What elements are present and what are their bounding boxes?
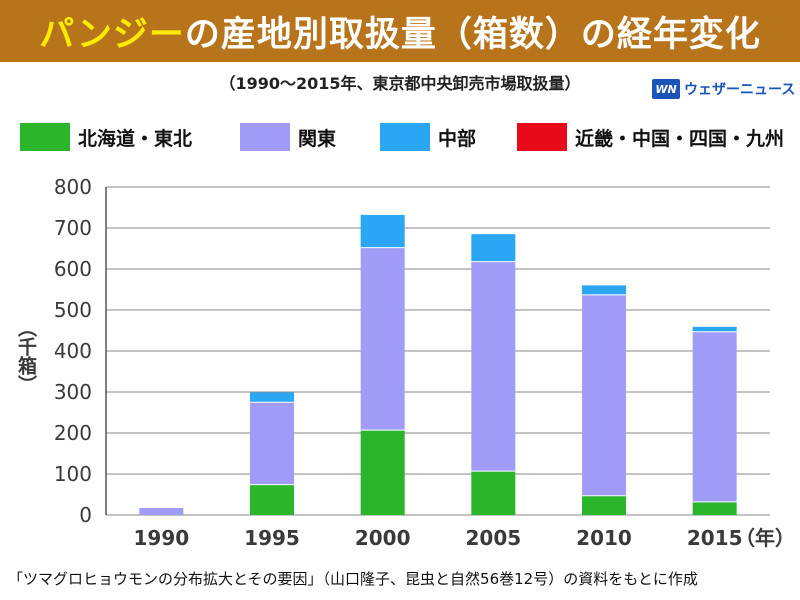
bar-segment [692, 326, 737, 332]
legend-item: 中部 [380, 122, 476, 152]
chart-title: パンジー の産地別取扱量（箱数）の経年変化 [0, 0, 800, 62]
bar-segment [360, 214, 405, 248]
bar-segment [471, 471, 516, 515]
bar-segment [582, 495, 626, 515]
legend-label: 関東 [298, 127, 337, 150]
x-tick-label: 1990 [133, 526, 189, 550]
chart-subtitle: （1990〜2015年、東京都中央卸売市場取扱量） [219, 74, 581, 93]
title-highlight: パンジー [39, 14, 185, 55]
x-tick-label: 2015 [687, 526, 743, 550]
legend-item: 北海道・東北 [20, 122, 192, 152]
bar-segment [582, 285, 626, 295]
y-tick-label: 200 [54, 421, 92, 445]
x-tick-label: 2005 [465, 526, 521, 550]
x-tick-label: 1995 [244, 526, 300, 550]
x-unit-label: （年） [735, 526, 795, 550]
y-tick-label: 100 [54, 462, 92, 486]
title-rest: の産地別取扱量（箱数）の経年変化 [184, 14, 761, 55]
y-tick-label: 300 [54, 380, 92, 404]
title-banner [0, 0, 800, 62]
legend-item: 近畿・中国・四国・九州 [517, 122, 784, 152]
y-tick-label: 400 [54, 339, 92, 363]
y-tick-label: 800 [54, 175, 92, 199]
bar-segment [692, 501, 737, 515]
brand: WN ウェザーニュース [652, 78, 795, 100]
bar-segment [250, 484, 294, 515]
x-tick-label: 2000 [355, 526, 411, 550]
brand-name: ウェザーニュース [684, 82, 796, 98]
y-tick-label: 600 [54, 257, 92, 281]
legend: 北海道・東北 関東 中部 近畿・中国・四国・九州 [20, 122, 790, 152]
bar-segment [582, 294, 626, 496]
legend-swatch [240, 123, 290, 151]
x-tick-label: 2010 [576, 526, 632, 550]
bar-segment [692, 331, 737, 502]
legend-label: 中部 [438, 127, 477, 150]
y-axis-label: （千箱） [15, 318, 37, 394]
y-tick-label: 500 [54, 298, 92, 322]
legend-swatch [380, 123, 430, 151]
bar-segment [471, 261, 516, 472]
legend-swatch [517, 123, 567, 151]
legend-label: 近畿・中国・四国・九州 [575, 127, 785, 150]
bar-segment [250, 402, 294, 485]
bar-segment [471, 234, 516, 262]
bar-segment [139, 508, 184, 515]
legend-label: 北海道・東北 [78, 127, 193, 150]
bar-segment [250, 392, 294, 403]
y-tick-label: 700 [54, 216, 92, 240]
bar-segment [360, 430, 405, 515]
bar-segment [360, 247, 405, 431]
legend-swatch [20, 123, 70, 151]
y-tick-label: 0 [79, 503, 92, 527]
legend-item: 関東 [240, 122, 336, 152]
source-caption: 「ツマグロヒョウモンの分布拡大とその要因」（山口隆子、昆虫と自然56巻12号）の… [8, 570, 698, 588]
weathernews-logo-icon: WN [652, 79, 680, 99]
